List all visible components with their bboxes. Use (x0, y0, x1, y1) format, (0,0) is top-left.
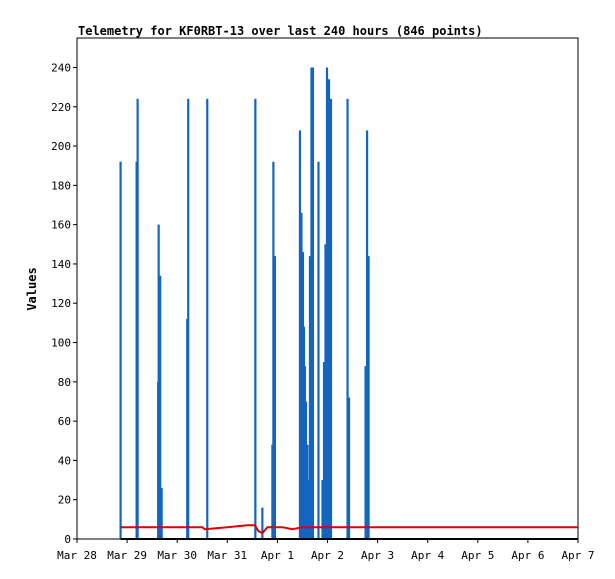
x-tick-label: Apr 4 (411, 549, 444, 562)
x-tick-label: Apr 1 (261, 549, 294, 562)
y-tick-label: 240 (51, 61, 71, 74)
y-tick-label: 0 (64, 533, 71, 546)
y-axis-label: Values (25, 267, 39, 310)
x-axis: Mar 28 Mar 29 Mar 30 Mar 31 Apr 1 Apr 2 Apr 3 A… (57, 539, 595, 562)
y-axis: 0 20 40 60 80 100 120 140 160 180 200 220 240 (51, 61, 77, 546)
x-tick-label: Apr 6 (511, 549, 544, 562)
y-tick-label: 140 (51, 258, 71, 271)
x-tick-label: Apr 2 (311, 549, 344, 562)
y-tick-label: 20 (58, 494, 71, 507)
x-tick-label: Apr 7 (561, 549, 594, 562)
y-tick-label: 40 (58, 454, 71, 467)
x-tick-label: Apr 5 (461, 549, 494, 562)
x-tick-label: Mar 29 (107, 549, 147, 562)
x-tick-label: Mar 30 (157, 549, 197, 562)
y-tick-label: 60 (58, 415, 71, 428)
y-tick-label: 120 (51, 297, 71, 310)
y-tick-label: 200 (51, 140, 71, 153)
x-tick-label: Apr 3 (361, 549, 394, 562)
x-tick-label: Mar 31 (207, 549, 247, 562)
series-1-line (120, 524, 578, 535)
y-tick-label: 80 (58, 376, 71, 389)
chart-title: Telemetry for KF0RBT-13 over last 240 ho… (78, 24, 483, 38)
y-tick-label: 160 (51, 219, 71, 232)
data-layer (119, 67, 578, 540)
x-tick-label: Mar 28 (57, 549, 97, 562)
y-tick-label: 180 (51, 179, 71, 192)
y-tick-label: 220 (51, 101, 71, 114)
y-tick-label: 100 (51, 337, 71, 350)
